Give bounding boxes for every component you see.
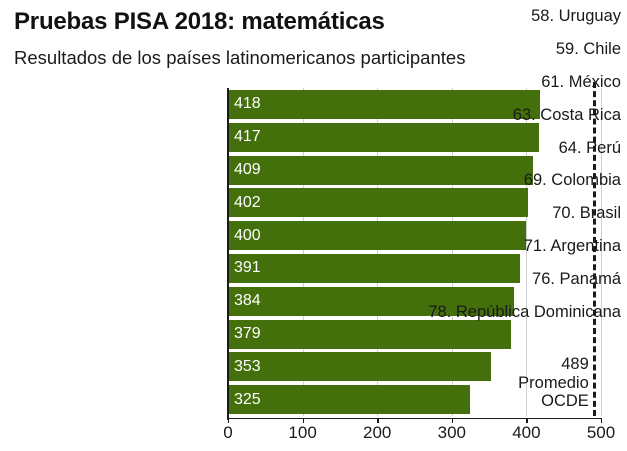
bar-value-label: 418 <box>234 95 261 113</box>
ocde-average-annotation: 489 Promedio OCDE <box>423 355 589 411</box>
y-axis-line <box>227 88 229 420</box>
x-axis-tick <box>228 418 230 423</box>
x-axis-tick <box>302 418 304 423</box>
bar-value-label: 409 <box>234 161 261 178</box>
category-label: 64. Perú <box>558 138 621 157</box>
bar-row[interactable]: 417 <box>228 122 540 152</box>
x-axis-tick <box>377 418 379 423</box>
ocde-value-label: 489 <box>561 355 589 373</box>
ocde-name-label: OCDE <box>541 392 589 410</box>
bar-row[interactable]: 409 <box>228 155 534 185</box>
gridline-300 <box>451 88 453 416</box>
bar-row[interactable]: 418 <box>228 89 540 119</box>
bar-value-label: 402 <box>234 193 261 211</box>
category-label: 61. México <box>541 73 621 91</box>
category-label: 59. Chile <box>555 40 621 59</box>
bar[interactable]: 418 <box>228 89 540 119</box>
chart-subtitle: Resultados de los países latinomericanos… <box>14 47 466 68</box>
bar[interactable]: 417 <box>228 122 540 152</box>
category-label: 78. República Dominicana <box>428 302 621 321</box>
gridline-500 <box>601 88 602 416</box>
x-axis-tick-label: 500 <box>586 423 616 442</box>
bar-row[interactable]: 325 <box>228 385 471 415</box>
bar[interactable]: 353 <box>228 352 492 382</box>
x-axis-tick-label: 0 <box>223 423 233 442</box>
x-axis-tick-label: 400 <box>512 423 541 442</box>
category-label: 71. Argentina <box>523 237 621 255</box>
gridline-200 <box>377 88 379 416</box>
ocde-average-line <box>592 82 596 416</box>
bar-row[interactable]: 384 <box>228 286 515 316</box>
bar-value-label: 379 <box>234 325 261 342</box>
x-axis-tick <box>451 418 454 423</box>
bar-value-label: 384 <box>234 292 261 310</box>
bar[interactable]: 379 <box>228 319 511 349</box>
x-axis-tick-label: 200 <box>363 423 392 442</box>
x-axis-tick-label: 300 <box>437 423 466 442</box>
plot-area: 418 417 409 402 400 391 384 379 353 325 <box>228 88 602 416</box>
bar[interactable]: 400 <box>228 221 527 251</box>
bar-row[interactable]: 400 <box>228 221 527 251</box>
bar[interactable]: 402 <box>228 188 528 218</box>
bar[interactable]: 325 <box>228 385 471 415</box>
bar-value-label: 391 <box>234 259 261 277</box>
x-axis-tick <box>601 418 603 423</box>
bar-row[interactable]: 402 <box>228 188 528 218</box>
x-axis-tick-label: 100 <box>288 423 317 442</box>
gridline-400 <box>526 88 528 416</box>
ocde-promedio-label: Promedio <box>518 373 589 392</box>
category-label: 58. Uruguay <box>531 7 621 26</box>
bar-row[interactable]: 379 <box>228 319 511 349</box>
bar-value-label: 325 <box>234 390 261 408</box>
bar[interactable]: 391 <box>228 253 520 283</box>
bar-row[interactable]: 353 <box>228 352 492 382</box>
bar-row[interactable]: 391 <box>228 253 520 283</box>
category-label: 69. Colombia <box>523 171 621 190</box>
gridline-100 <box>302 88 304 416</box>
bar-value-label: 353 <box>234 357 261 375</box>
x-axis-line <box>227 418 602 419</box>
bar-value-label: 417 <box>234 128 261 146</box>
category-label: 76. Panamá <box>532 269 621 288</box>
chart-title: Pruebas PISA 2018: matemáticas <box>14 8 385 35</box>
bar[interactable]: 409 <box>228 155 534 185</box>
x-axis-tick <box>526 418 528 423</box>
bar-value-label: 400 <box>234 226 261 244</box>
category-label: 70. Brasil <box>552 204 621 223</box>
bar[interactable]: 384 <box>228 286 515 316</box>
